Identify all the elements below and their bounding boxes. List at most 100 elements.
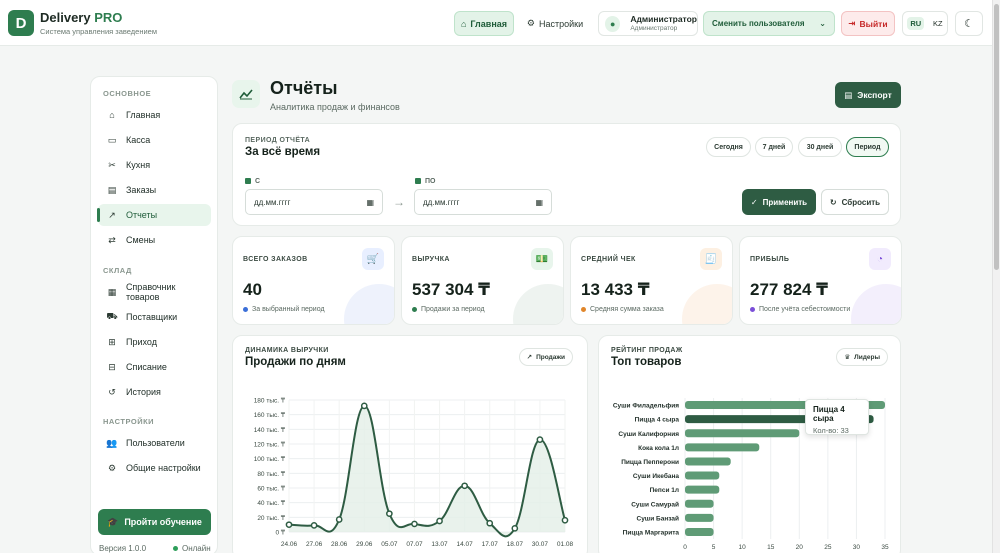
- user-name: Администратор: [630, 14, 697, 25]
- decorative-blob: [344, 284, 394, 324]
- product-bar[interactable]: [685, 457, 731, 466]
- sidebar-item[interactable]: ✂ Кухня: [98, 154, 211, 176]
- period-chip[interactable]: Сегодня: [706, 137, 751, 157]
- period-chip[interactable]: 30 дней: [798, 137, 842, 157]
- receipt-icon: 🧾: [700, 248, 722, 270]
- stat-value: 13 433 ₸: [581, 280, 650, 299]
- sidebar-item[interactable]: ⊟ Списание: [98, 356, 211, 378]
- sidebar-item-label: Поставщики: [126, 312, 178, 322]
- sales-line-chart: 0 ₸ 20 тыс. ₸ 40 тыс. ₸ 60 тыс. ₸ 80 тыс. ₸ 1…: [254, 397, 574, 549]
- calendar-icon: [245, 178, 251, 185]
- lang-kz-button[interactable]: KZ: [933, 19, 943, 28]
- y-tick-label: 160 тыс. ₸: [254, 411, 286, 419]
- graduation-cap-icon: 🎓: [107, 516, 119, 527]
- stat-card: ПРИБЫЛЬ ◔ 277 824 ₸ После учёта себестоимос…: [739, 236, 902, 325]
- sidebar-item[interactable]: ⚙ Общие настройки: [98, 457, 211, 479]
- sidebar-item[interactable]: 👥 Пользователи: [98, 432, 211, 454]
- x-tick-label: 14.07: [456, 541, 473, 548]
- version-label: Версия 1.0.0: [99, 544, 147, 553]
- switch-user-select[interactable]: Сменить пользователя ⌄: [703, 11, 835, 36]
- sales-chip[interactable]: ↗ Продажи: [518, 348, 573, 366]
- product-bar[interactable]: [685, 443, 760, 452]
- home-button[interactable]: ⌂ Главная: [454, 11, 514, 36]
- x-tick-label: 17.07: [482, 541, 499, 548]
- sidebar-item[interactable]: ⊞ Приход: [98, 331, 211, 353]
- sidebar-item-label: Главная: [126, 110, 161, 120]
- incoming-icon: ⊞: [108, 336, 116, 347]
- product-bar[interactable]: [685, 485, 720, 494]
- date-to-input[interactable]: дд.мм.гггг ▦: [414, 189, 552, 215]
- gears-icon: ⚙: [107, 462, 117, 473]
- sidebar-item[interactable]: ⛟ Поставщики: [98, 306, 211, 328]
- sales-point[interactable]: [511, 524, 519, 532]
- logout-icon: ⇥: [848, 18, 856, 28]
- stat-note: Средняя сумма заказа: [581, 306, 664, 313]
- x-tick-label: 0: [683, 544, 687, 551]
- scrollbar-thumb[interactable]: [994, 4, 999, 270]
- sales-point[interactable]: [461, 482, 468, 490]
- users-icon: 👥: [106, 437, 118, 448]
- sidebar-item[interactable]: ▭ Касса: [98, 129, 211, 151]
- sidebar-item-label: Заказы: [126, 185, 157, 195]
- product-bar[interactable]: [685, 527, 714, 536]
- logout-button[interactable]: ⇥ Выйти: [841, 11, 895, 36]
- category-label: Суши Калифорния: [618, 431, 679, 438]
- reset-button[interactable]: ↻ Сбросить: [821, 189, 889, 215]
- export-button[interactable]: ▤ Экспорт: [835, 82, 901, 108]
- stat-value: 40: [243, 280, 262, 299]
- period-chip[interactable]: Период: [846, 137, 889, 157]
- date-from-input[interactable]: дд.мм.гггг ▦: [245, 189, 383, 215]
- sidebar-item[interactable]: ↺ История: [98, 381, 211, 403]
- stat-note: Продажи за период: [412, 306, 485, 313]
- sidebar-item[interactable]: ▤ Заказы: [98, 179, 211, 201]
- settings-button[interactable]: ⚙ Настройки: [526, 18, 584, 29]
- sales-point[interactable]: [561, 516, 569, 524]
- sales-point[interactable]: [411, 520, 418, 528]
- category-label: Суши Банзай: [637, 514, 680, 522]
- top-products-title: Топ товаров: [611, 356, 682, 368]
- sidebar-section-main: ОСНОВНОЕ: [103, 89, 152, 98]
- brand-logo[interactable]: D: [8, 10, 34, 36]
- sidebar-item-label: Списание: [126, 362, 167, 372]
- sales-point[interactable]: [536, 436, 544, 443]
- theme-toggle-button[interactable]: ☾: [955, 11, 983, 36]
- sales-point[interactable]: [360, 402, 368, 410]
- x-tick-label: 25: [824, 544, 832, 551]
- user-info[interactable]: ● Администратор Администратор: [598, 11, 698, 36]
- apply-button[interactable]: ✓ Применить: [742, 189, 816, 215]
- y-tick-label: 120 тыс. ₸: [254, 441, 286, 449]
- page-scrollbar[interactable]: [992, 0, 1000, 553]
- product-bar[interactable]: [685, 471, 720, 480]
- chart-icon: ↗: [108, 209, 116, 220]
- home-icon: ⌂: [460, 18, 467, 29]
- calendar-icon: ▦: [535, 197, 543, 207]
- stat-label: ПРИБЫЛЬ: [750, 256, 790, 263]
- lang-ru-button[interactable]: RU: [907, 17, 925, 30]
- decorative-blob: [513, 284, 563, 324]
- sales-point[interactable]: [335, 516, 343, 523]
- stat-card: СРЕДНИЙ ЧЕК 🧾 13 433 ₸ Средняя сумма заказа: [570, 236, 733, 325]
- sidebar-item[interactable]: ▦ Справочник товаров: [98, 281, 211, 303]
- calendar-icon: [415, 178, 421, 185]
- leaders-chip[interactable]: ♛ Лидеры: [836, 348, 888, 366]
- period-chip[interactable]: 7 дней: [755, 137, 793, 157]
- product-bar[interactable]: [685, 429, 800, 438]
- decorative-blob: [851, 284, 901, 324]
- check-icon: ✓: [750, 197, 758, 207]
- product-bar[interactable]: [685, 513, 714, 522]
- page-title: Отчёты: [270, 78, 338, 98]
- sales-point[interactable]: [436, 517, 443, 525]
- sales-point[interactable]: [386, 510, 393, 518]
- kitchen-icon: ✂: [108, 159, 116, 170]
- sales-point[interactable]: [310, 522, 318, 529]
- sales-point[interactable]: [486, 519, 494, 527]
- training-button[interactable]: 🎓 Пройти обучение: [98, 509, 211, 535]
- sidebar-item[interactable]: ↗ Отчеты: [97, 204, 211, 226]
- product-bar[interactable]: [685, 499, 714, 508]
- pie-icon: ◔: [869, 248, 891, 270]
- x-tick-label: 24.06: [281, 541, 298, 548]
- sidebar-item[interactable]: ⌂ Главная: [98, 104, 211, 126]
- sidebar-item[interactable]: ⇄ Смены: [98, 229, 211, 251]
- sales-point[interactable]: [285, 521, 293, 529]
- sales-chart-title: Продажи по дням: [245, 356, 346, 368]
